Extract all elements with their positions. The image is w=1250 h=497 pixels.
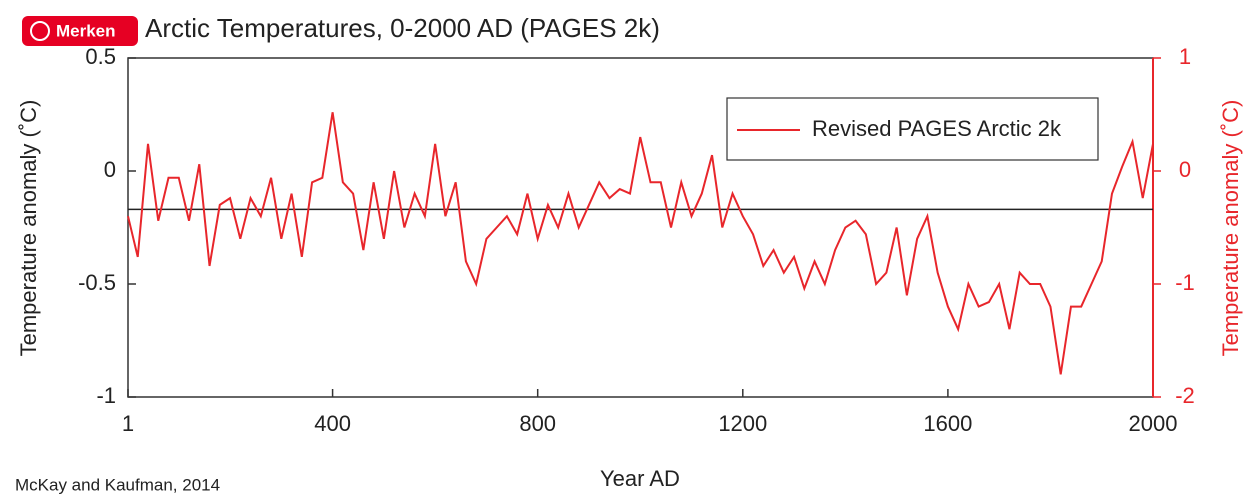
x-tick-label: 800 bbox=[519, 411, 556, 436]
y-tick-label: 0 bbox=[104, 157, 116, 182]
y2-tick-label: -2 bbox=[1175, 383, 1195, 408]
x-tick-label: 1200 bbox=[718, 411, 767, 436]
y2-tick-label: -1 bbox=[1175, 270, 1195, 295]
button-label[interactable]: Merken bbox=[56, 21, 116, 40]
x-tick-label: 400 bbox=[314, 411, 351, 436]
x-tick-label: 1600 bbox=[923, 411, 972, 436]
legend-label: Revised PAGES Arctic 2k bbox=[812, 116, 1062, 141]
button-icon[interactable] bbox=[30, 21, 50, 41]
x-tick-label: 2000 bbox=[1129, 411, 1178, 436]
x-axis-label: Year AD bbox=[600, 466, 680, 491]
x-tick-label: 1 bbox=[122, 411, 134, 436]
y-axis-label: Temperature anomaly (˚C) bbox=[16, 100, 41, 357]
y2-tick-label: 1 bbox=[1179, 44, 1191, 69]
pin-button[interactable]: Merken bbox=[22, 16, 138, 46]
data-line bbox=[127, 112, 1154, 375]
y2-tick-label: 0 bbox=[1179, 157, 1191, 182]
chart-title: Arctic Temperatures, 0-2000 AD (PAGES 2k… bbox=[145, 13, 660, 43]
y2-axis-label: Temperature anomaly (˚C) bbox=[1218, 100, 1243, 357]
y-tick-label: 0.5 bbox=[85, 44, 116, 69]
button-bg[interactable] bbox=[22, 16, 138, 46]
source-note: McKay and Kaufman, 2014 bbox=[15, 475, 220, 494]
y-tick-label: -1 bbox=[96, 383, 116, 408]
y-tick-label: -0.5 bbox=[78, 270, 116, 295]
